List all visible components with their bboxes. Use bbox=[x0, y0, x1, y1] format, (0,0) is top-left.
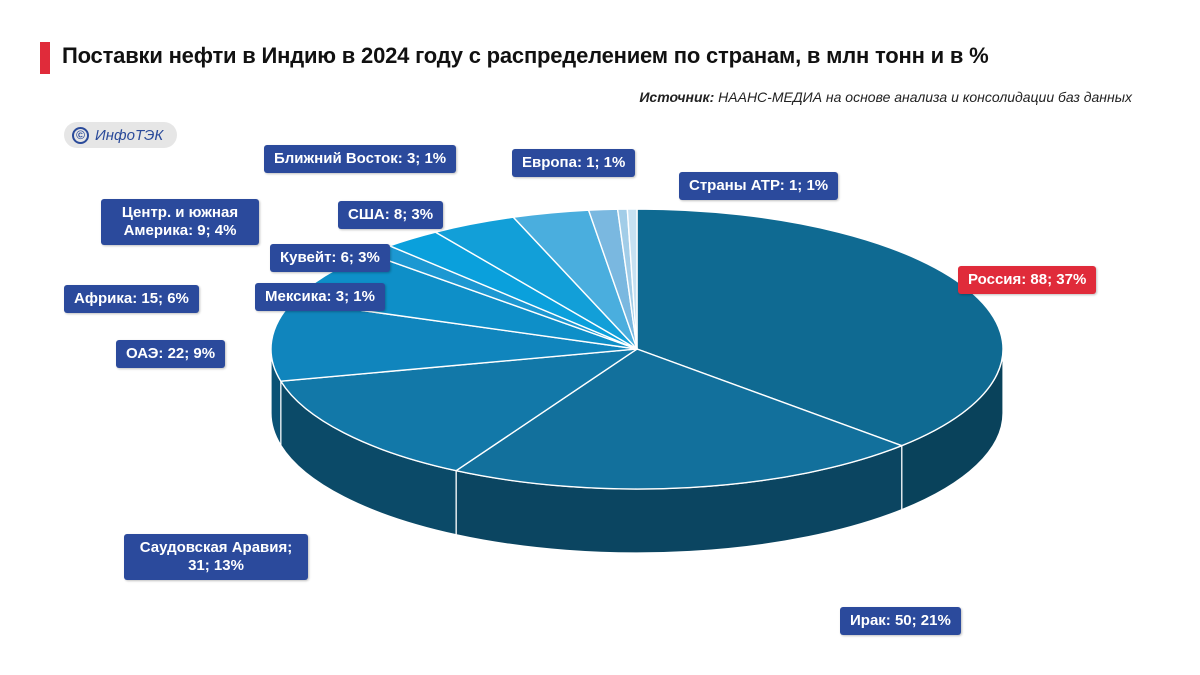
label-uae: ОАЭ: 22; 9% bbox=[116, 340, 226, 368]
label-latin-america: Центр. и южная Америка: 9; 4% bbox=[101, 199, 259, 245]
pie-top bbox=[270, 208, 1004, 490]
source-prefix: Источник: bbox=[639, 89, 715, 105]
copyright-icon: © bbox=[72, 126, 89, 144]
label-mexico: Мексика: 3; 1% bbox=[255, 283, 385, 311]
label-russia: Россия: 88; 37% bbox=[958, 266, 1097, 294]
infotek-logo: © ИнфоТЭК bbox=[64, 122, 178, 148]
label-iraq: Ирак: 50; 21% bbox=[840, 607, 961, 635]
pie-slice-2 bbox=[280, 348, 638, 472]
pie-slice-1 bbox=[455, 348, 903, 490]
label-apac: Страны АТР: 1; 1% bbox=[679, 172, 839, 200]
label-usa: США: 8; 3% bbox=[338, 201, 444, 229]
label-kuwait: Кувейт: 6; 3% bbox=[270, 244, 390, 272]
chart-title: Поставки нефти в Индию в 2024 году с рас… bbox=[62, 43, 989, 68]
source-note: Источник: НААНС-МЕДИА на основе анализа … bbox=[639, 89, 1132, 105]
label-saudi-arabia: Саудовская Аравия; 31; 13% bbox=[124, 534, 308, 580]
label-africa: Африка: 15; 6% bbox=[64, 285, 199, 313]
label-europe: Европа: 1; 1% bbox=[512, 149, 636, 177]
title-accent-bar bbox=[40, 42, 50, 74]
logo-text: ИнфоТЭК bbox=[95, 126, 164, 144]
label-middle-east: Ближний Восток: 3; 1% bbox=[264, 145, 457, 173]
source-text: НААНС-МЕДИА на основе анализа и консолид… bbox=[718, 89, 1132, 105]
pie-slice-11 bbox=[626, 208, 638, 350]
